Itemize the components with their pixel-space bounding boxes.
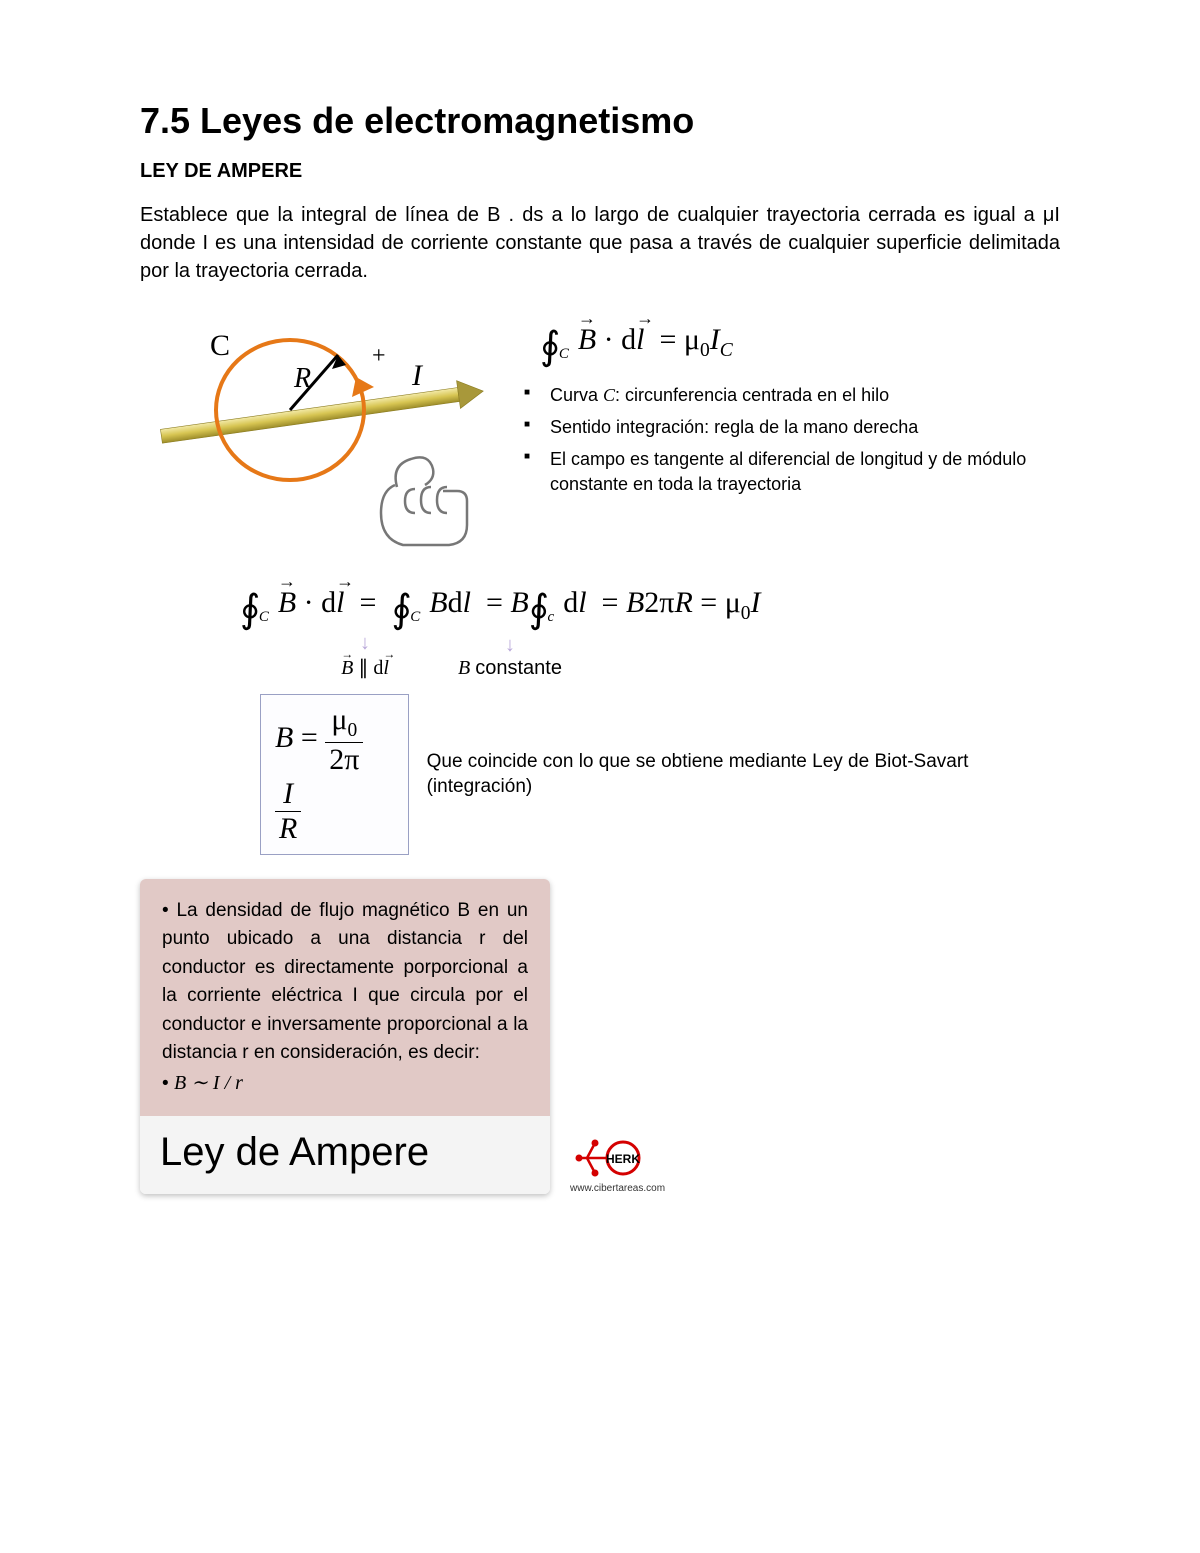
figure-right-column: ∮C B · dl = μ0IC Curva C: circunferencia…	[510, 315, 1060, 504]
figure-row: + R C I ∮C B · dl =	[140, 315, 1060, 580]
bullet-2: Sentido integración: regla de la mano de…	[534, 415, 1060, 439]
equation-main: ∮C B · dl = μ0IC	[540, 323, 1060, 369]
bullet-1: Curva C: circunferencia centrada en el h…	[534, 383, 1060, 407]
formula-caption: Que coincide con lo que se obtiene media…	[427, 749, 1060, 800]
equation-annotations: ↓ B ∥ dl ↓ B constante	[310, 632, 1060, 680]
c-label: C	[210, 329, 230, 362]
section-subtitle: LEY DE AMPERE	[140, 160, 1060, 183]
r-label: R	[293, 363, 311, 394]
svg-text:HERK: HERK	[606, 1152, 640, 1166]
card-body: • La densidad de flujo magnético B en un…	[140, 879, 550, 1117]
bullet-list: Curva C: circunferencia centrada en el h…	[510, 383, 1060, 496]
ampere-card: • La densidad de flujo magnético B en un…	[140, 879, 550, 1195]
card-row: • La densidad de flujo magnético B en un…	[140, 879, 1060, 1195]
logo-url: www.cibertareas.com	[570, 1183, 665, 1194]
card-title: Ley de Ampere	[140, 1116, 550, 1194]
equation-derivation: ∮C B · dl = ∮C Bdl = B∮c dl = B2πR = μ0I	[240, 586, 1060, 632]
intro-paragraph: Establece que la integral de línea de B …	[140, 201, 1060, 285]
i-label: I	[411, 359, 424, 392]
plus-label: +	[372, 343, 386, 369]
source-logo: HERK www.cibertareas.com	[570, 1135, 665, 1194]
page-title: 7.5 Leyes de electromagnetismo	[140, 100, 1060, 142]
formula-box: B = μ02π IR	[260, 694, 409, 855]
ampere-diagram: + R C I	[140, 315, 500, 580]
formula-row: B = μ02π IR Que coincide con lo que se o…	[260, 694, 1060, 855]
bullet-3: El campo es tangente al diferencial de l…	[534, 447, 1060, 496]
